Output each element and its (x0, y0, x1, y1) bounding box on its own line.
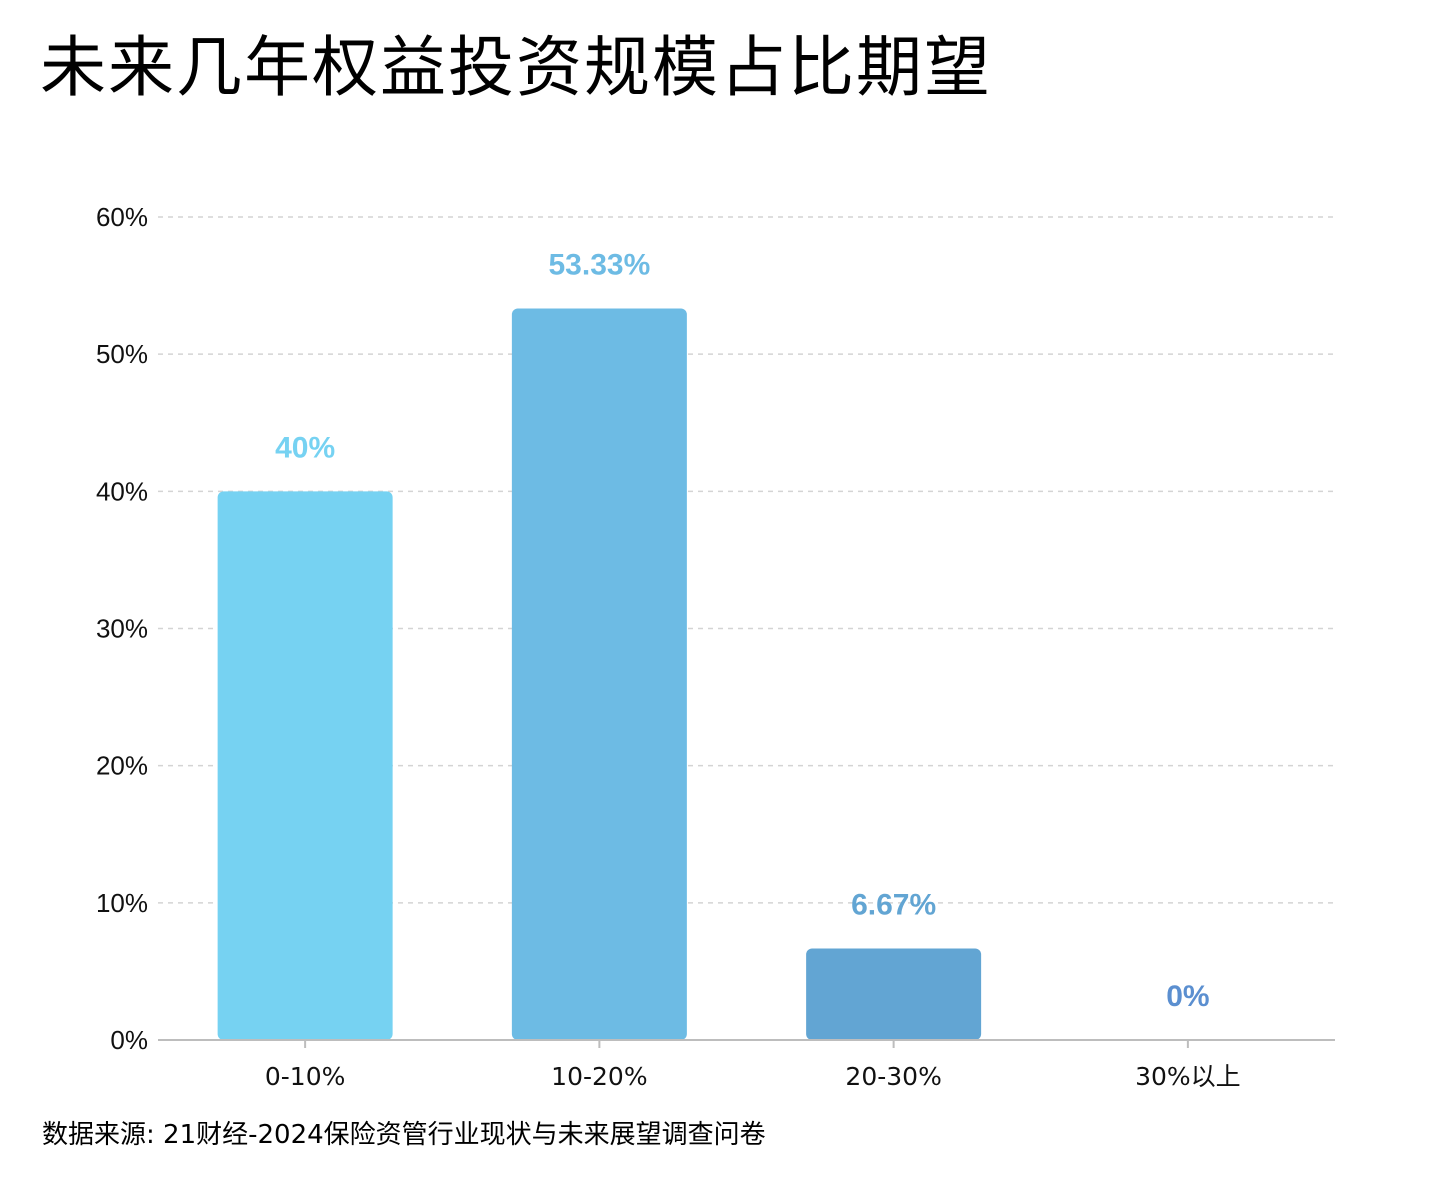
data-label: 53.33% (549, 248, 651, 281)
x-axis-ticks: 0-10% 10-20% 20-30% 30%以上 (265, 1040, 1241, 1091)
y-tick-label: 40% (96, 476, 148, 506)
bars (217, 308, 982, 1040)
data-label: 40% (275, 431, 335, 464)
y-tick-label: 60% (96, 202, 148, 232)
y-tick-label: 0% (110, 1025, 148, 1055)
y-tick-label: 50% (96, 339, 148, 369)
y-tick-label: 10% (96, 888, 148, 918)
y-axis-ticks: 0% 10% 20% 30% 40% 50% 60% (96, 202, 148, 1055)
data-source-note: 数据来源: 21财经-2024保险资管行业现状与未来展望调查问卷 (42, 1120, 766, 1150)
x-tick-label: 20-30% (845, 1062, 941, 1091)
x-tick-label: 30%以上 (1135, 1062, 1241, 1091)
bar-1 (217, 491, 393, 1040)
chart-title: 未来几年权益投资规模占比期望 (40, 29, 992, 106)
bar-3 (806, 948, 982, 1040)
x-tick-label: 10-20% (551, 1062, 647, 1091)
data-label: 6.67% (851, 889, 936, 922)
data-labels: 40% 53.33% 6.67% 0% (275, 248, 1209, 1013)
y-tick-label: 30% (96, 614, 148, 644)
bar-2 (511, 308, 687, 1040)
x-tick-label: 0-10% (265, 1062, 346, 1091)
gridlines (158, 216, 1335, 904)
y-tick-label: 20% (96, 751, 148, 781)
data-label: 0% (1166, 980, 1209, 1013)
